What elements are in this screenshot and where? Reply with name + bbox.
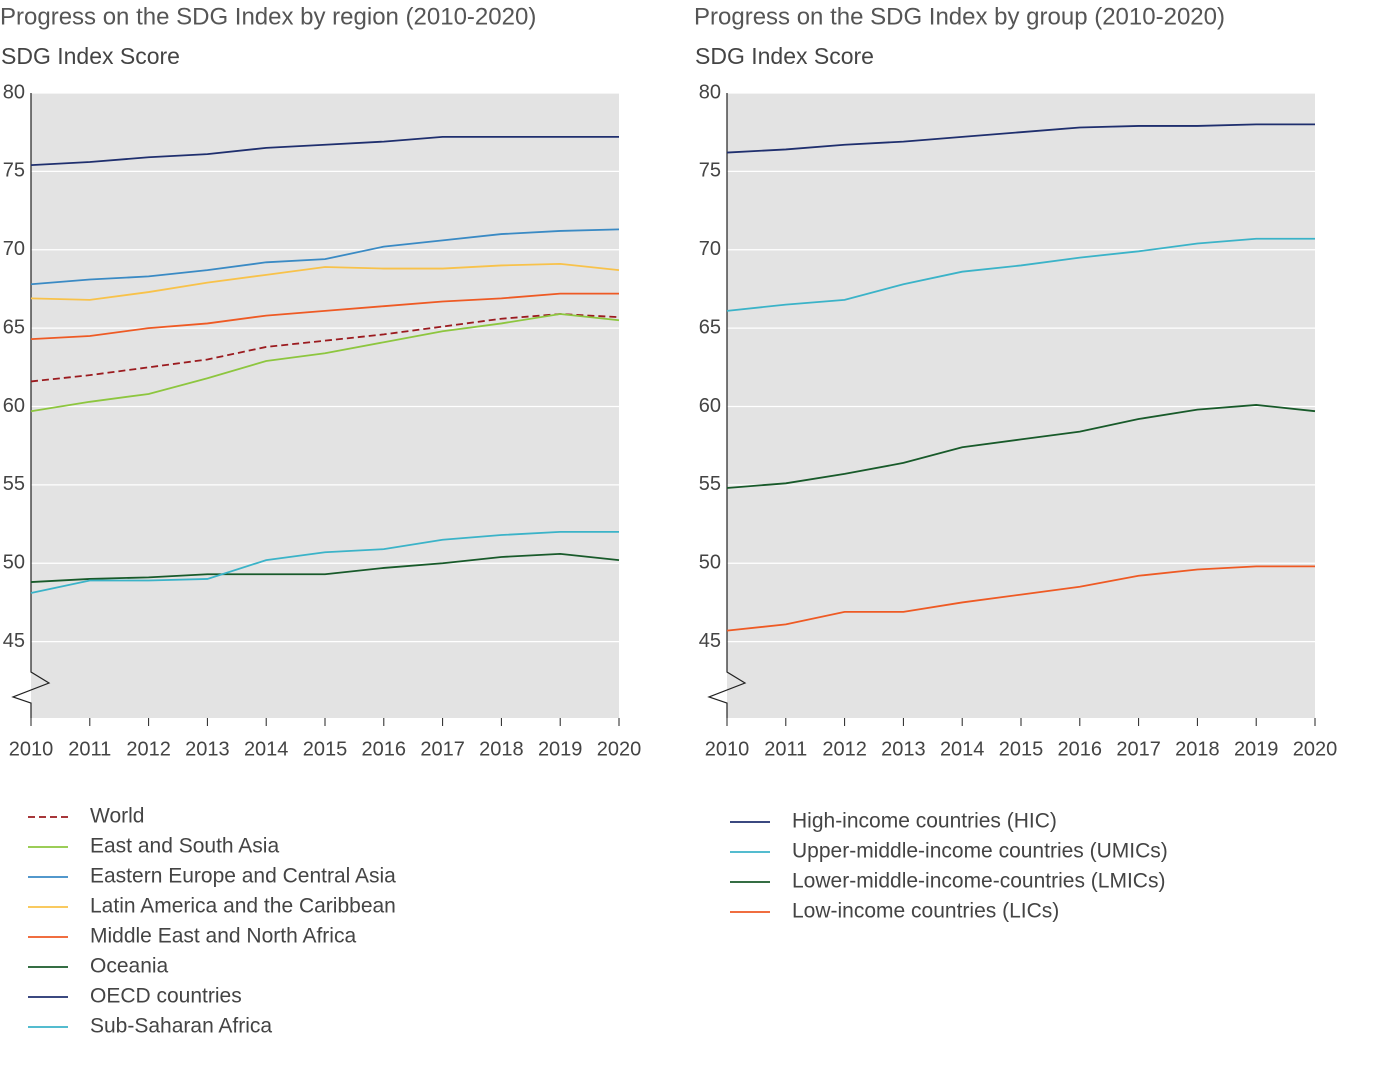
x-tick-label: 2017 xyxy=(420,738,465,760)
x-tick-label: 2018 xyxy=(1175,738,1220,760)
legend-label: Lower-middle-income-countries (LMICs) xyxy=(792,870,1165,893)
x-tick-label: 2012 xyxy=(126,738,171,760)
y-tick-label: 45 xyxy=(3,630,25,652)
legend-label: Middle East and North Africa xyxy=(90,925,356,948)
chart-title: Progress on the SDG Index by region (201… xyxy=(0,3,536,30)
x-tick-label: 2012 xyxy=(822,738,867,760)
y-tick-label: 55 xyxy=(3,473,25,495)
y-tick-label: 80 xyxy=(699,81,721,103)
series-line xyxy=(30,135,619,167)
series-line xyxy=(30,292,619,340)
y-axis-line xyxy=(11,93,51,718)
x-tick-label: 2018 xyxy=(479,738,524,760)
legend-label: Low-income countries (LICs) xyxy=(792,900,1059,923)
x-tick-label: 2014 xyxy=(244,738,289,760)
y-tick-label: 55 xyxy=(699,473,721,495)
series-line xyxy=(30,313,620,383)
series-line xyxy=(726,237,1315,312)
legend-label: Upper-middle-income countries (UMICs) xyxy=(792,840,1168,863)
series-line xyxy=(726,123,1315,154)
y-tick-label: 50 xyxy=(3,552,25,574)
x-tick-label: 2015 xyxy=(303,738,348,760)
x-tick-label: 2015 xyxy=(999,738,1044,760)
y-tick-label: 50 xyxy=(699,552,721,574)
legend-label: World xyxy=(90,805,144,828)
y-axis-label: SDG Index Score xyxy=(1,43,180,69)
y-tick-label: 70 xyxy=(3,238,25,260)
x-tick-label: 2010 xyxy=(9,738,54,760)
y-tick-label: 45 xyxy=(699,630,721,652)
legend-label: Sub-Saharan Africa xyxy=(90,1015,272,1038)
x-tick-label: 2016 xyxy=(1058,738,1103,760)
series-line xyxy=(30,262,620,301)
y-tick-label: 70 xyxy=(699,238,721,260)
x-tick-label: 2011 xyxy=(764,738,807,760)
series-line xyxy=(726,565,1315,632)
x-tick-label: 2019 xyxy=(1234,738,1279,760)
y-tick-label: 65 xyxy=(699,316,721,338)
y-axis-line xyxy=(707,93,747,718)
legend-label: Oceania xyxy=(90,955,169,978)
series-line xyxy=(30,552,620,583)
series-line xyxy=(30,228,620,286)
y-axis-label: SDG Index Score xyxy=(695,43,874,69)
series-line xyxy=(726,404,1316,489)
y-tick-label: 65 xyxy=(3,316,25,338)
x-tick-label: 2013 xyxy=(185,738,230,760)
y-tick-label: 60 xyxy=(699,395,721,417)
y-tick-label: 60 xyxy=(3,395,25,417)
legend-label: East and South Asia xyxy=(90,835,279,858)
x-tick-label: 2014 xyxy=(940,738,985,760)
legend-label: High-income countries (HIC) xyxy=(792,810,1057,833)
chart-title: Progress on the SDG Index by group (2010… xyxy=(694,3,1225,30)
y-tick-label: 75 xyxy=(699,160,721,182)
legend-label: Eastern Europe and Central Asia xyxy=(90,865,396,888)
x-tick-label: 2016 xyxy=(362,738,407,760)
y-tick-label: 80 xyxy=(3,81,25,103)
x-tick-label: 2017 xyxy=(1116,738,1161,760)
x-tick-label: 2020 xyxy=(597,738,642,760)
legend-label: OECD countries xyxy=(90,985,242,1008)
series-line xyxy=(30,531,619,594)
x-tick-label: 2010 xyxy=(705,738,750,760)
y-tick-label: 75 xyxy=(3,160,25,182)
x-tick-label: 2019 xyxy=(538,738,583,760)
legend-label: Latin America and the Caribbean xyxy=(90,895,396,918)
plot-area xyxy=(31,93,619,718)
x-tick-label: 2013 xyxy=(881,738,926,760)
series-line xyxy=(30,313,620,413)
plot-area xyxy=(727,93,1315,718)
x-tick-label: 2011 xyxy=(68,738,111,760)
x-tick-label: 2020 xyxy=(1293,738,1338,760)
